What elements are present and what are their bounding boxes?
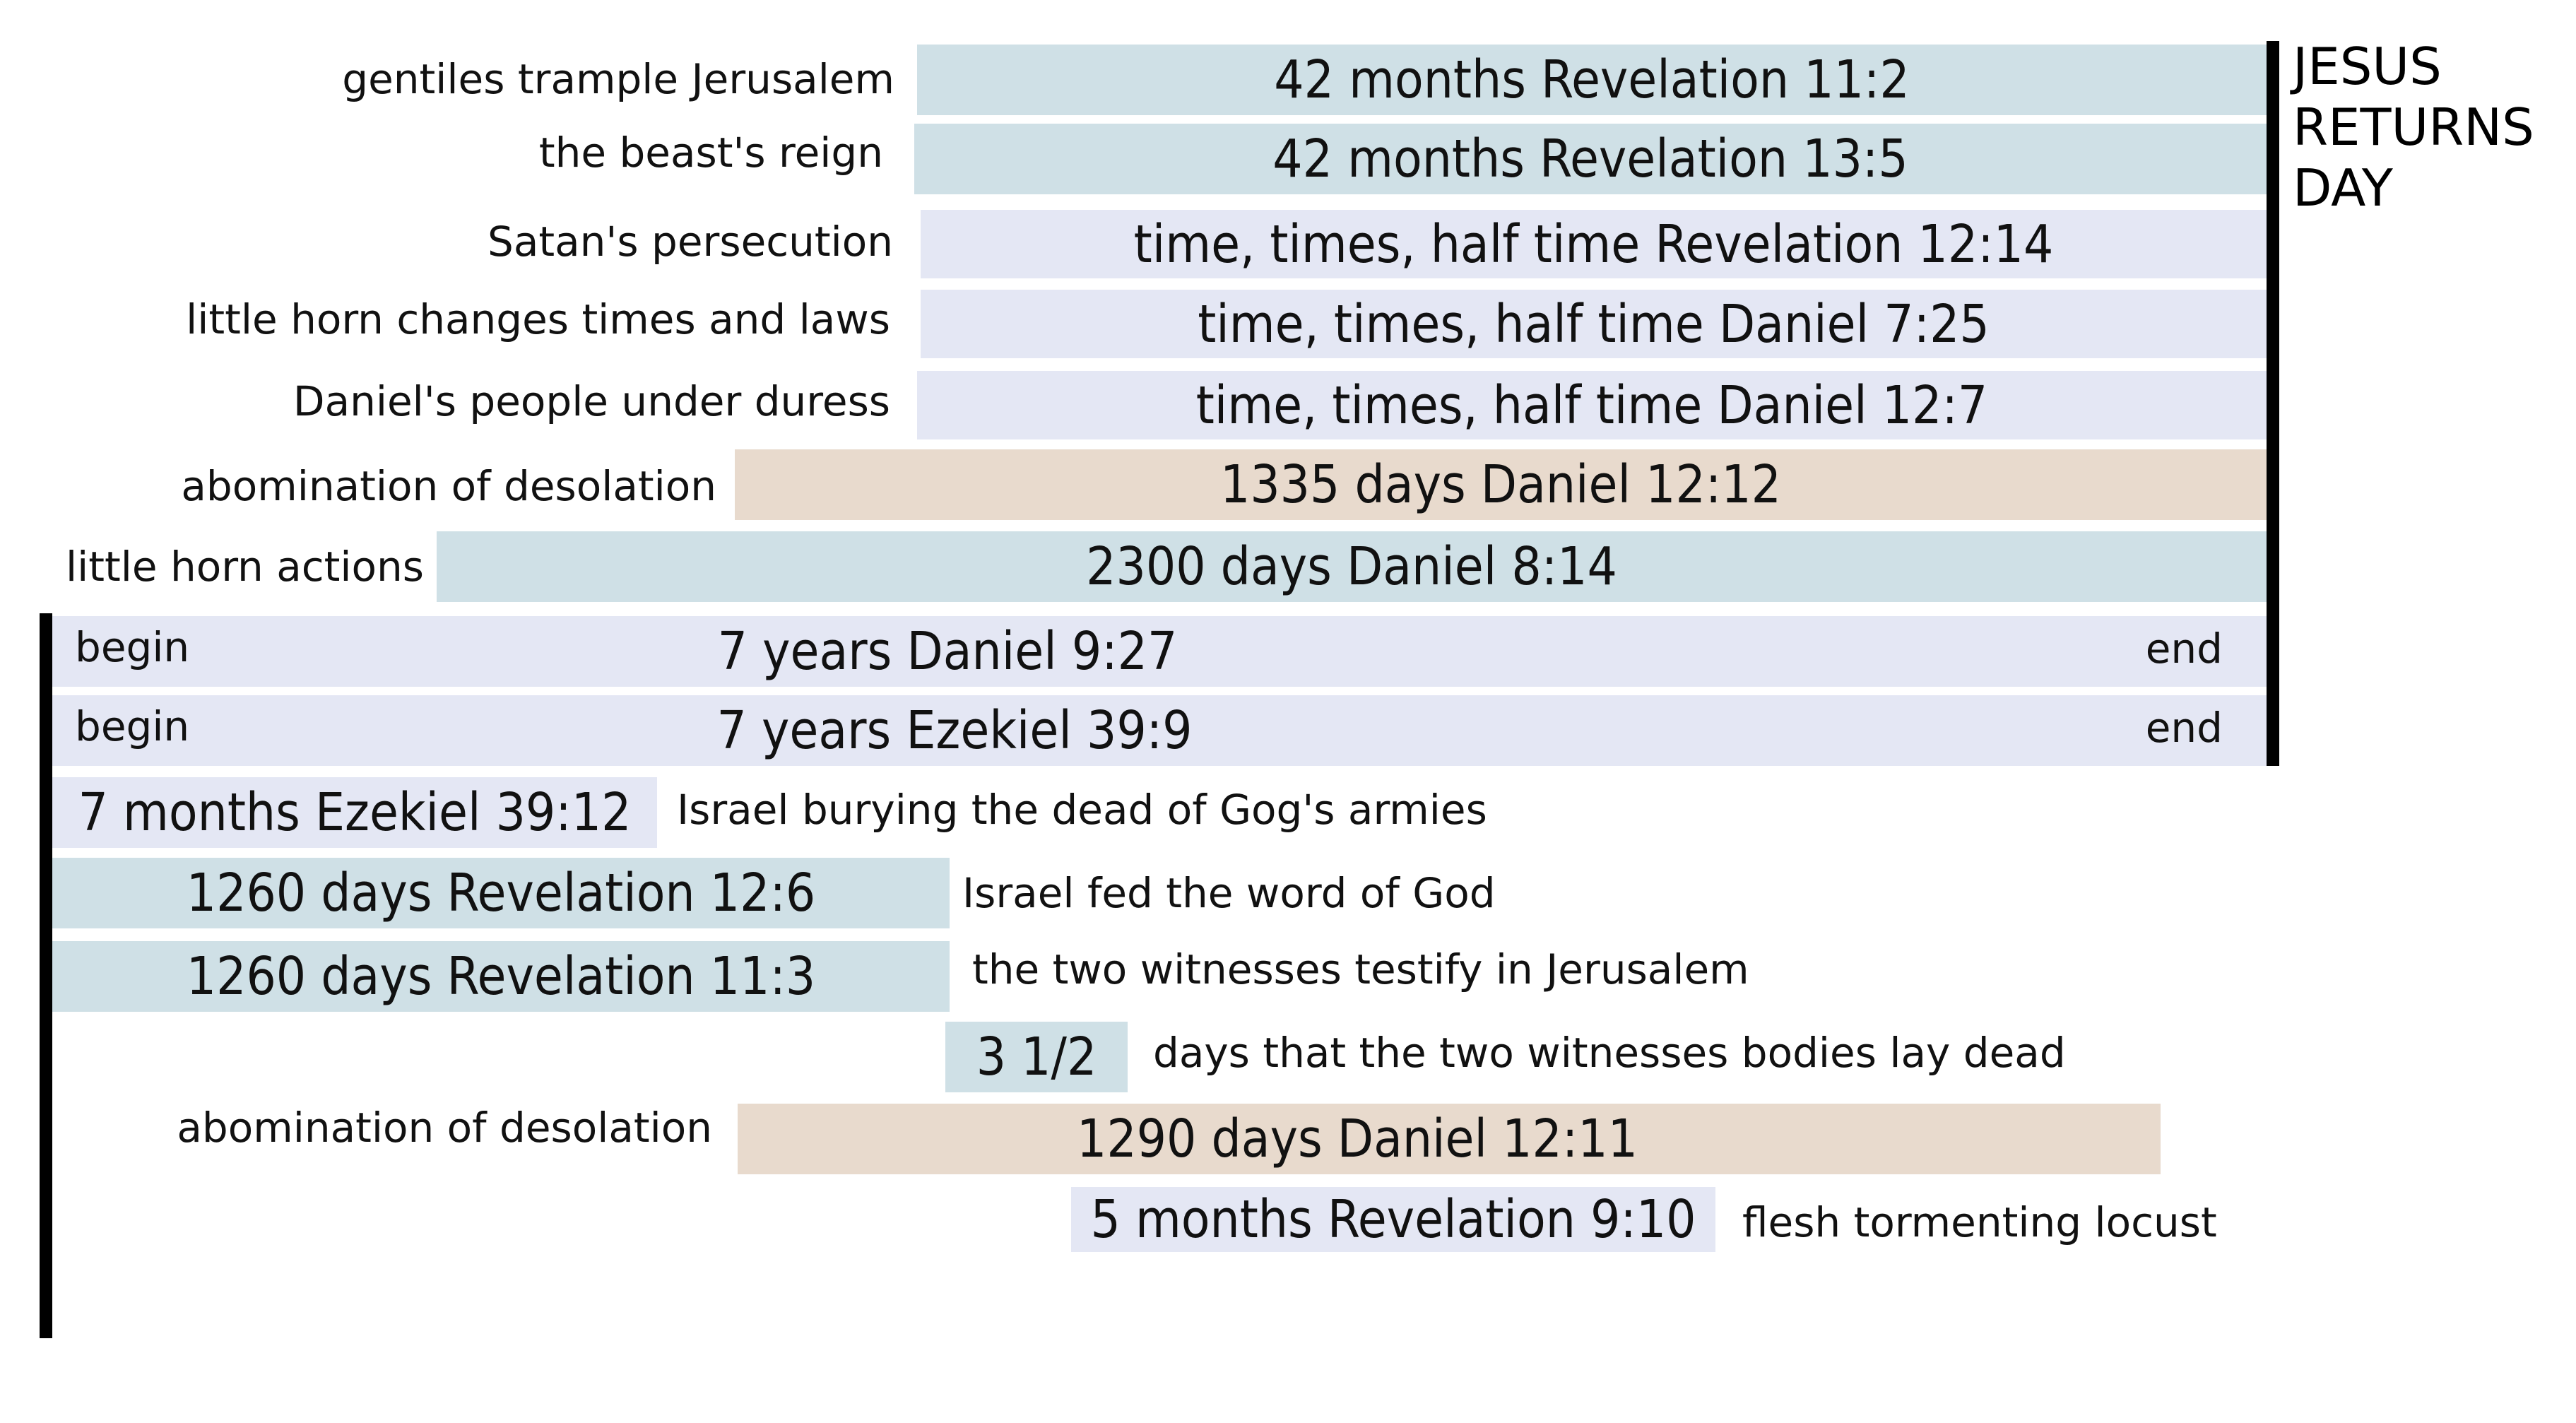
period-note: Israel fed the word of God	[962, 869, 1496, 917]
bar-text: 42 months Revelation 13:5	[1272, 129, 1908, 189]
period-bar: 2300 days Daniel 8:14	[437, 531, 2267, 602]
period-label: abomination of desolation	[181, 462, 716, 510]
bar-text: 7 years Ezekiel 39:9	[716, 700, 1193, 761]
title-line-3: DAY	[2293, 158, 2393, 218]
begin-label: begin	[75, 623, 190, 671]
begin-label: begin	[75, 702, 190, 750]
period-bar: time, times, half time Revelation 12:14	[921, 210, 2267, 278]
period-note: Israel burying the dead of Gog's armies	[677, 786, 1487, 834]
period-bar: time, times, half time Daniel 7:25	[921, 290, 2267, 358]
period-label: Daniel's people under duress	[293, 377, 890, 425]
period-bar: begin 7 years Daniel 9:27 end	[52, 616, 2267, 687]
period-note: the two witnesses testify in Jerusalem	[972, 945, 1749, 993]
period-bar: begin 7 years Ezekiel 39:9 end	[52, 695, 2267, 766]
bar-text: 1260 days Revelation 11:3	[186, 946, 816, 1007]
period-label: abomination of desolation	[177, 1104, 712, 1152]
bar-text: 7 years Daniel 9:27	[717, 621, 1178, 682]
jesus-returns-line	[2267, 41, 2279, 766]
period-note: days that the two witnesses bodies lay d…	[1153, 1029, 2066, 1077]
bar-text: 1260 days Revelation 12:6	[186, 863, 816, 923]
period-bar: 42 months Revelation 11:2	[917, 45, 2267, 115]
period-bar: 1260 days Revelation 12:6	[52, 858, 950, 928]
period-note: flesh tormenting locust	[1742, 1198, 2217, 1246]
period-bar: 1290 days Daniel 12:11	[738, 1104, 2161, 1174]
title-line-1: JESUS	[2293, 37, 2442, 96]
bar-text: 1335 days Daniel 12:12	[1219, 454, 1782, 515]
period-bar: 7 months Ezekiel 39:12	[52, 777, 657, 848]
bar-text: 7 months Ezekiel 39:12	[78, 782, 632, 843]
period-label: little horn changes times and laws	[186, 295, 890, 343]
bar-text: 42 months Revelation 11:2	[1274, 49, 1910, 110]
bar-text: 5 months Revelation 9:10	[1090, 1189, 1696, 1250]
bar-text: 2300 days Daniel 8:14	[1086, 536, 1617, 597]
period-bar: 42 months Revelation 13:5	[914, 124, 2267, 194]
end-label: end	[2145, 704, 2223, 752]
period-bar: time, times, half time Daniel 12:7	[917, 371, 2267, 439]
period-label: Satan's persecution	[488, 218, 893, 266]
bar-text: 3 1/2	[976, 1027, 1097, 1087]
start-line	[40, 613, 52, 1338]
period-bar: 1335 days Daniel 12:12	[735, 449, 2267, 520]
period-label: the beast's reign	[538, 129, 883, 177]
period-label: little horn actions	[66, 543, 424, 591]
period-bar: 1260 days Revelation 11:3	[52, 941, 950, 1012]
end-label: end	[2145, 625, 2223, 673]
bar-text: time, times, half time Daniel 7:25	[1198, 293, 1990, 355]
bar-text: time, times, half time Revelation 12:14	[1133, 213, 2054, 275]
period-bar: 5 months Revelation 9:10	[1071, 1187, 1715, 1252]
title-line-2: RETURNS	[2293, 98, 2534, 157]
bar-text: time, times, half time Daniel 12:7	[1195, 374, 1988, 436]
period-label: gentiles trample Jerusalem	[342, 55, 894, 103]
bar-text: 1290 days Daniel 12:11	[1076, 1109, 1638, 1169]
period-bar: 3 1/2	[945, 1022, 1128, 1092]
